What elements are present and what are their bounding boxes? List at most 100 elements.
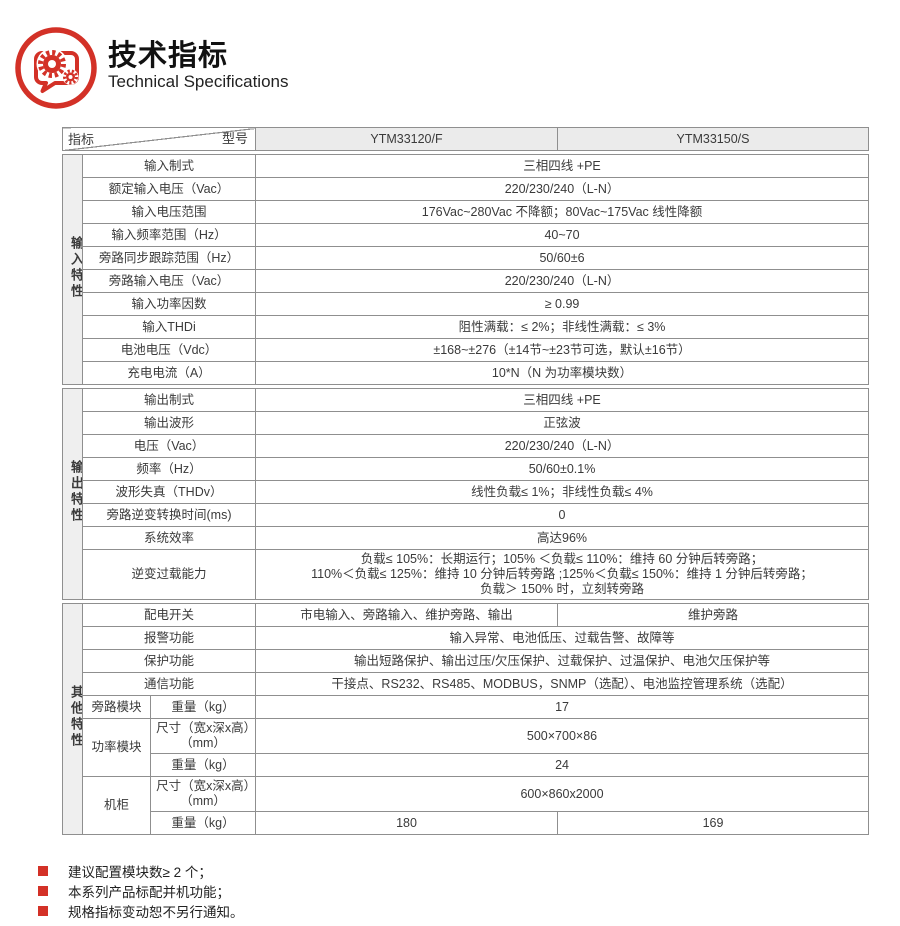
spec-value: 17 [255,695,870,719]
table-row: 额定输入电压（Vac） 220/230/240（L-N） [63,177,870,201]
corner-label-index: 指标 [68,132,95,147]
group-label-bypass-module: 旁路模块 [82,695,151,719]
param-label: 输出制式 [81,388,257,412]
table-row: 旁路输入电压（Vac） 220/230/240（L-N） [63,269,870,293]
param-label: 旁路输入电压（Vac） [81,269,257,293]
param-label: 尺寸（宽x深x高）（mm） [149,776,257,812]
page-subtitle: Technical Specifications [108,72,289,91]
table-row: 旁路同步跟踪范围（Hz） 50/60±6 [63,246,870,270]
table-row: 重量（kg） 24 [63,753,870,777]
spec-value: 600×860x2000 [255,776,870,812]
spec-value: 高达96% [255,526,870,550]
overload-line-1: 负载≤ 105%：长期运行；105% ＜负载≤ 110%：维持 60 分钟后转旁… [360,552,764,566]
table-row: 电压（Vac） 220/230/240（L-N） [63,434,870,458]
spec-value: 50/60±0.1% [255,457,870,481]
section-label-output: 输出特性 [62,388,83,600]
table-row: 功率模块 尺寸（宽x深x高）（mm） 500×700×86 [63,718,870,777]
spec-table-header: 型号 指标 YTM33120/F YTM33150/S [62,127,869,151]
overload-line-3: 负载＞ 150% 时，立刻转旁路 [480,582,644,596]
param-label: 输入功率因数 [81,292,257,316]
spec-value: 40~70 [255,223,870,247]
table-row: 输入特性 输入制式 三相四线 +PE [62,154,870,385]
table-row: 输入功率因数 ≥ 0.99 [63,292,870,316]
spec-value: 正弦波 [255,411,870,435]
spec-value: 50/60±6 [255,246,870,270]
output-section: 输出特性 输出制式 三相四线 +PE 输出波形 正弦波 电压（Vac） 220/… [62,388,870,600]
table-row: 频率（Hz） 50/60±0.1% [63,457,870,481]
table-row: 输出波形 正弦波 [63,411,870,435]
table-row: 其他特性 配电开关 市电输入、旁路输入、维护旁路、输出 维护旁路 [62,603,870,835]
param-label: 频率（Hz） [81,457,257,481]
param-label: 充电电流（A） [81,361,257,385]
param-label: 输入THDi [81,315,257,339]
param-label: 输入制式 [81,154,257,178]
table-row: 输入频率范围（Hz） 40~70 [63,223,870,247]
footnote-item: 建议配置模块数≥ 2 个； [38,861,244,881]
spec-value: 三相四线 +PE [255,388,870,412]
param-label: 配电开关 [81,603,257,627]
other-section: 其他特性 配电开关 市电输入、旁路输入、维护旁路、输出 维护旁路 报警功能 输入… [62,603,870,835]
table-row: 充电电流（A） 10*N（N 为功率模块数） [63,361,870,385]
spec-value: 输入异常、电池低压、过载告警、故障等 [255,626,870,650]
table-row: 系统效率 高达96% [63,526,870,550]
param-label: 电压（Vac） [81,434,257,458]
param-label: 重量（kg） [149,753,257,777]
spec-value: 三相四线 +PE [255,154,870,178]
spec-value: ≥ 0.99 [255,292,870,316]
param-label: 通信功能 [81,672,257,696]
red-square-bullet-icon [38,866,48,876]
param-label: 逆变过载能力 [81,549,257,600]
spec-value-model1: 180 [255,811,559,835]
spec-value: 阻性满载：≤ 2%；非线性满载：≤ 3% [255,315,870,339]
red-square-bullet-icon [38,886,48,896]
input-section: 输入特性 输入制式 三相四线 +PE 额定输入电压（Vac） 220/230/2… [62,154,870,385]
section-label-input: 输入特性 [62,154,83,385]
spec-value: 220/230/240（L-N） [255,434,870,458]
param-label: 电池电压（Vdc） [81,338,257,362]
red-square-bullet-icon [38,906,48,916]
param-label: 波形失真（THDv） [81,480,257,504]
param-label: 旁路逆变转换时间(ms) [81,503,257,527]
spec-value-multiline: 负载≤ 105%：长期运行；105% ＜负载≤ 110%：维持 60 分钟后转旁… [255,549,870,600]
group-label-power-module: 功率模块 [82,718,151,777]
param-label: 尺寸（宽x深x高）（mm） [149,718,257,754]
table-row: 逆变过载能力 负载≤ 105%：长期运行；105% ＜负载≤ 110%：维持 6… [63,549,870,600]
footnote-text: 规格指标变动恕不另行通知。 [68,905,244,920]
footnote-item: 本系列产品标配并机功能； [38,881,244,901]
footnotes: 建议配置模块数≥ 2 个； 本系列产品标配并机功能； 规格指标变动恕不另行通知。 [38,861,244,921]
spec-value: ±168~±276（±14节~±23节可选，默认±16节） [255,338,870,362]
spec-value: 220/230/240（L-N） [255,269,870,293]
table-row: 通信功能 干接点、RS232、RS485、MODBUS，SNMP（选配）、电池监… [63,672,870,696]
table-row: 输入电压范围 176Vac~280Vac 不降额；80Vac~175Vac 线性… [63,200,870,224]
param-label: 额定输入电压（Vac） [81,177,257,201]
footnote-text: 本系列产品标配并机功能； [68,885,230,900]
spec-value: 输出短路保护、输出过压/欠压保护、过载保护、过温保护、电池欠压保护等 [255,649,870,673]
table-row: 旁路逆变转换时间(ms) 0 [63,503,870,527]
table-row: 波形失真（THDv） 线性负载≤ 1%；非线性负载≤ 4% [63,480,870,504]
section-label-other: 其他特性 [62,603,83,835]
spec-value-model1: 市电输入、旁路输入、维护旁路、输出 [255,603,559,627]
table-row: 机柜 尺寸（宽x深x高）（mm） 600×860x2000 [63,776,870,835]
spec-value: 线性负载≤ 1%；非线性负载≤ 4% [255,480,870,504]
spec-value-model2: 169 [557,811,870,835]
spec-value: 500×700×86 [255,718,870,754]
group-label-cabinet: 机柜 [82,776,151,835]
spec-value: 220/230/240（L-N） [255,177,870,201]
param-label: 重量（kg） [149,811,257,835]
model-header-2: YTM33150/S [557,127,869,151]
footnote-text: 建议配置模块数≥ 2 个； [68,865,212,880]
param-label: 输入电压范围 [81,200,257,224]
gears-chat-icon [15,27,97,109]
table-row: 报警功能 输入异常、电池低压、过载告警、故障等 [63,626,870,650]
table-row: 输出特性 输出制式 三相四线 +PE [62,388,870,600]
spec-value: 0 [255,503,870,527]
table-row: 保护功能 输出短路保护、输出过压/欠压保护、过载保护、过温保护、电池欠压保护等 [63,649,870,673]
spec-value-model2: 维护旁路 [557,603,870,627]
overload-line-2: 110%＜负载≤ 125%：维持 10 分钟后转旁路 ;125%＜负载≤ 150… [311,567,813,581]
param-label: 重量（kg） [149,695,257,719]
param-label: 保护功能 [81,649,257,673]
spec-table: 型号 指标 YTM33120/F YTM33150/S 输入特性 输入制式 三相… [62,127,870,835]
param-label: 报警功能 [81,626,257,650]
param-label: 旁路同步跟踪范围（Hz） [81,246,257,270]
spec-value: 176Vac~280Vac 不降额；80Vac~175Vac 线性降额 [255,200,870,224]
